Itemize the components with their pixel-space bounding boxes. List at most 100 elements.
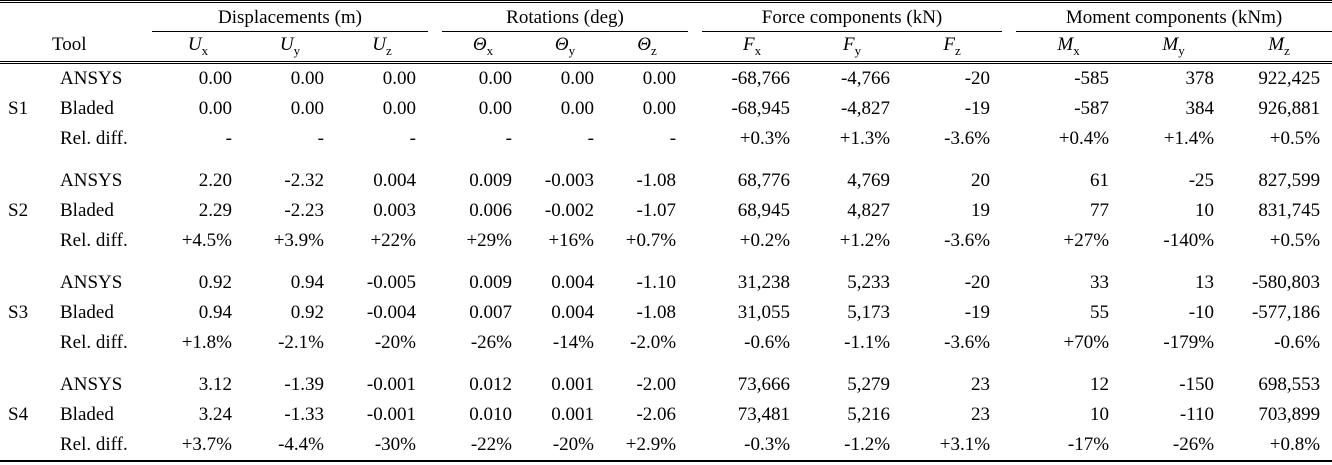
value-cell: 0.00	[560, 98, 594, 119]
value-cell: -0.004	[366, 302, 416, 323]
value-cell: -1.07	[636, 200, 677, 221]
column-spacer	[1002, 256, 1016, 298]
value-cell: -150	[1179, 374, 1215, 395]
group-header-row: Displacements (m) Rotations (deg) Force …	[0, 1, 1332, 32]
value-cell: -22%	[470, 434, 512, 455]
tool-cell: Bladed	[60, 98, 114, 119]
value-cell: -30%	[374, 434, 416, 455]
value-cell: 23	[971, 374, 991, 395]
col-header-mz: Mz	[1226, 32, 1332, 63]
column-spacer	[1002, 196, 1016, 226]
column-spacer	[1002, 154, 1016, 196]
column-spacer	[1002, 32, 1016, 63]
value-cell: -585	[1074, 68, 1110, 89]
tool-cell: Rel. diff.	[60, 128, 128, 149]
value-cell: -1.10	[636, 272, 677, 293]
column-spacer	[1002, 358, 1016, 400]
col-header-uy: Uy	[244, 32, 336, 63]
col-header-base: M	[1162, 34, 1179, 55]
col-header-sub: x	[486, 42, 494, 58]
col-header-fx: Fx	[702, 32, 802, 63]
table-row: Rel. diff. - - - - - - +0.3% +1.3% -3.6% +0.4% +1.4…	[0, 124, 1332, 154]
group-header-rotations: Rotations (deg)	[442, 1, 689, 32]
column-spacer	[428, 63, 442, 95]
col-header-thetay: Θy	[524, 32, 606, 63]
value-cell: 384	[1185, 98, 1215, 119]
value-cell: +29%	[466, 230, 512, 251]
value-cell: -2.32	[284, 170, 324, 191]
column-spacer	[1002, 124, 1016, 154]
column-spacer	[428, 124, 442, 154]
tool-cell: ANSYS	[60, 272, 123, 293]
value-cell: 5,216	[847, 404, 891, 425]
value-cell: -68,945	[731, 98, 791, 119]
column-spacer	[688, 358, 702, 400]
value-cell: 0.004	[551, 272, 594, 293]
table-header: Displacements (m) Rotations (deg) Force …	[0, 1, 1332, 63]
value-cell: +4.5%	[181, 230, 232, 251]
column-header-row: Tool Ux Uy Uz Θx Θy Θz Fx Fy Fz Mx My Mz	[0, 32, 1332, 63]
value-cell: 20	[971, 170, 991, 191]
value-cell: -26%	[470, 332, 512, 353]
value-cell: +0.8%	[1269, 434, 1321, 455]
col-header-base: Θ	[637, 34, 651, 55]
value-cell: +3.7%	[181, 434, 232, 455]
value-cell: 77	[1090, 200, 1110, 221]
value-cell: -1.08	[636, 302, 677, 323]
value-cell: 0.00	[382, 98, 416, 119]
value-cell: -	[587, 128, 594, 149]
value-cell: -1.2%	[844, 434, 891, 455]
tool-cell: Rel. diff.	[60, 434, 128, 455]
table-row: S3 ANSYS 0.92 0.94 -0.005 0.009 0.004 -1.10 31,2…	[0, 256, 1332, 323]
value-cell: -17%	[1067, 434, 1110, 455]
column-spacer	[428, 430, 442, 461]
section-label: S1	[8, 98, 29, 119]
tool-cell: ANSYS	[60, 170, 123, 191]
column-spacer	[1002, 430, 1016, 461]
section-label: S2	[8, 200, 29, 221]
table-row: Bladed 2.29 -2.23 0.003 0.006 -0.002 -1.07 68,9…	[0, 196, 1332, 226]
value-cell: +0.5%	[1269, 230, 1321, 251]
value-cell: 23	[971, 404, 991, 425]
col-header-base: U	[187, 34, 202, 55]
column-spacer	[428, 196, 442, 226]
value-cell: 3.24	[198, 404, 232, 425]
value-cell: -19	[964, 302, 991, 323]
value-cell: 0.00	[478, 68, 512, 89]
value-cell: -68,766	[731, 68, 791, 89]
value-cell: -	[505, 128, 512, 149]
col-header-base: F	[742, 34, 755, 55]
column-spacer	[688, 256, 702, 298]
value-cell: +70%	[1063, 332, 1110, 353]
column-spacer	[428, 32, 442, 63]
value-cell: 61	[1090, 170, 1110, 191]
column-spacer	[688, 328, 702, 358]
tool-cell: ANSYS	[60, 68, 123, 89]
column-spacer	[428, 94, 442, 124]
column-spacer	[428, 154, 442, 196]
value-cell: 10	[1195, 200, 1215, 221]
column-spacer	[688, 298, 702, 328]
col-header-sub: y	[854, 42, 862, 58]
value-cell: +3.1%	[939, 434, 991, 455]
col-header-fy: Fy	[802, 32, 902, 63]
value-cell: 0.94	[198, 302, 232, 323]
value-cell: -4.4%	[278, 434, 324, 455]
value-cell: -0.005	[366, 272, 416, 293]
value-cell: -2.0%	[630, 332, 677, 353]
value-cell: +1.8%	[181, 332, 232, 353]
value-cell: -0.3%	[744, 434, 791, 455]
value-cell: 73,666	[737, 374, 791, 395]
table-row: Bladed 3.24 -1.33 -0.001 0.010 0.001 -2.06 73,4…	[0, 400, 1332, 430]
column-spacer	[688, 154, 702, 196]
table-body: S1 ANSYS 0.00 0.00 0.00 0.00 0.00 0.00 -68,766 -4…	[0, 63, 1332, 462]
column-spacer	[688, 124, 702, 154]
value-cell: -25	[1188, 170, 1215, 191]
value-cell: -179%	[1163, 332, 1215, 353]
value-cell: 0.00	[198, 98, 232, 119]
value-cell: 926,881	[1258, 98, 1321, 119]
value-cell: 703,899	[1258, 404, 1321, 425]
table-row: Bladed 0.94 0.92 -0.004 0.007 0.004 -1.08 31,05…	[0, 298, 1332, 328]
value-cell: -3.6%	[944, 128, 991, 149]
column-spacer	[428, 358, 442, 400]
